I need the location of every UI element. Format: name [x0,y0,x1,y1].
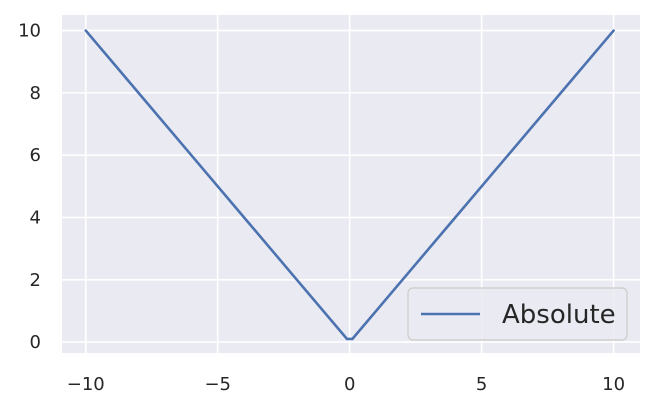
x-tick-label: 0 [344,374,355,395]
legend-label: Absolute [502,300,616,330]
x-axis-tick-labels: −10 −5 0 5 10 [67,374,625,395]
series-line-absolute [84,29,615,341]
y-tick-label: 10 [18,21,41,42]
x-tick-label: −5 [204,374,231,395]
series-group [84,29,615,341]
y-tick-label: 8 [30,83,41,104]
x-tick-label: 10 [602,374,625,395]
legend: Absolute [407,287,628,341]
y-tick-label: 2 [30,270,41,291]
y-tick-label: 4 [30,207,41,228]
x-tick-label: 5 [476,374,487,395]
grid-lines [62,15,640,353]
legend-box [407,287,628,341]
x-tick-label: −10 [67,374,105,395]
y-axis-tick-labels: 0 2 4 6 8 10 [18,21,41,354]
y-tick-label: 6 [30,145,41,166]
y-tick-label: 0 [30,332,41,353]
